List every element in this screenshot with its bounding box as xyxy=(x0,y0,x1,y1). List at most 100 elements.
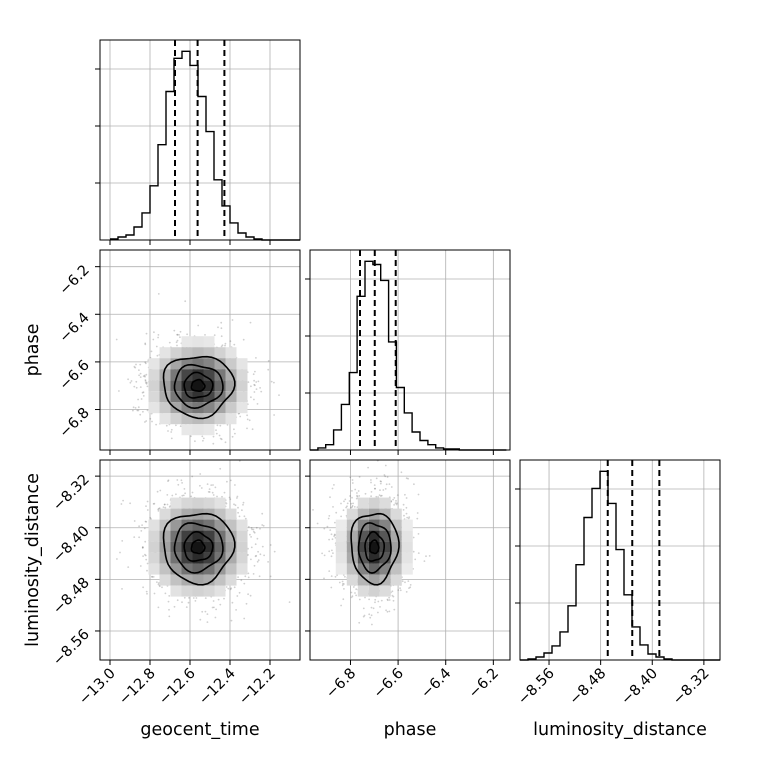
scatter-luminosity-distance-vs-geocent-time-sample-point xyxy=(181,482,184,484)
scatter-phase-vs-geocent-time-sample-point xyxy=(139,376,142,378)
scatter-luminosity-distance-vs-geocent-time-sample-point xyxy=(240,579,243,582)
scatter-luminosity-distance-vs-phase-sample-point xyxy=(352,502,354,505)
scatter-luminosity-distance-vs-geocent-time-density-cell xyxy=(203,574,215,586)
scatter-luminosity-distance-vs-phase-sample-point xyxy=(405,506,408,509)
scatter-luminosity-distance-vs-phase-sample-point xyxy=(348,500,351,502)
scatter-luminosity-distance-vs-geocent-time-sample-point xyxy=(146,592,148,595)
scatter-luminosity-distance-vs-geocent-time-sample-point xyxy=(235,609,238,611)
scatter-phase-vs-geocent-time-sample-point xyxy=(133,365,136,368)
scatter-luminosity-distance-vs-geocent-time-sample-point xyxy=(243,617,246,620)
scatter-luminosity-distance-vs-geocent-time-sample-point xyxy=(253,564,256,567)
scatter-luminosity-distance-vs-phase-density-cell xyxy=(335,552,347,564)
scatter-luminosity-distance-vs-geocent-time-density-cell xyxy=(203,552,215,564)
x-luminosity-distance-tick-label: −8.32 xyxy=(670,666,713,709)
scatter-phase-vs-geocent-time-sample-point xyxy=(234,432,236,435)
scatter-luminosity-distance-vs-geocent-time-sample-point xyxy=(256,537,259,540)
x-phase-tick-label: −6.4 xyxy=(418,666,454,702)
scatter-luminosity-distance-vs-phase-sample-point xyxy=(330,533,333,536)
scatter-luminosity-distance-vs-phase-sample-point xyxy=(346,502,349,505)
scatter-luminosity-distance-vs-geocent-time-sample-point xyxy=(168,506,171,508)
scatter-luminosity-distance-vs-geocent-time-sample-point xyxy=(166,503,169,506)
scatter-luminosity-distance-vs-geocent-time-sample-point xyxy=(199,473,202,475)
scatter-phase-vs-geocent-time-sample-point xyxy=(179,336,181,339)
scatter-luminosity-distance-vs-phase-sample-point xyxy=(342,583,344,585)
scatter-luminosity-distance-vs-geocent-time-sample-point xyxy=(212,600,215,602)
scatter-luminosity-distance-vs-phase-sample-point xyxy=(390,486,393,488)
scatter-phase-vs-geocent-time-sample-point xyxy=(144,362,147,365)
scatter-luminosity-distance-vs-phase-sample-point xyxy=(368,613,371,616)
scatter-phase-vs-geocent-time-density-cell xyxy=(236,358,248,370)
scatter-luminosity-distance-vs-geocent-time-sample-point xyxy=(146,569,148,572)
scatter-phase-vs-geocent-time-density-cell xyxy=(225,413,237,425)
scatter-luminosity-distance-vs-phase-density-cell xyxy=(401,552,413,564)
scatter-phase-vs-geocent-time-sample-point xyxy=(184,300,187,303)
scatter-phase-vs-geocent-time-density xyxy=(115,293,280,445)
scatter-phase-vs-geocent-time-sample-point xyxy=(226,423,229,426)
scatter-luminosity-distance-vs-geocent-time-sample-point xyxy=(163,503,166,506)
scatter-phase-vs-geocent-time-sample-point xyxy=(144,421,146,423)
x-phase-tick-label: −6.8 xyxy=(323,666,359,702)
scatter-luminosity-distance-vs-phase-sample-point xyxy=(375,477,378,480)
scatter-phase-vs-geocent-time-sample-point xyxy=(259,387,261,389)
scatter-luminosity-distance-vs-geocent-time-sample-point xyxy=(153,502,156,505)
scatter-luminosity-distance-vs-phase-density-cell xyxy=(357,574,369,586)
scatter-luminosity-distance-vs-geocent-time-density-cell xyxy=(148,552,160,564)
y-phase-tick-label: −6.6 xyxy=(57,357,93,393)
scatter-luminosity-distance-vs-geocent-time-density-cell xyxy=(159,508,171,520)
scatter-luminosity-distance-vs-geocent-time-sample-point xyxy=(237,576,240,578)
scatter-phase-vs-geocent-time-sample-point xyxy=(237,412,240,415)
scatter-phase-vs-geocent-time-sample-point xyxy=(139,363,142,366)
scatter-luminosity-distance-vs-phase-sample-point xyxy=(340,604,342,607)
scatter-luminosity-distance-vs-geocent-time-sample-point xyxy=(247,547,249,550)
scatter-phase-vs-geocent-time-sample-point xyxy=(137,406,140,409)
scatter-luminosity-distance-vs-geocent-time-sample-point xyxy=(152,576,155,578)
scatter-luminosity-distance-vs-phase-sample-point xyxy=(402,503,405,506)
scatter-phase-vs-geocent-time-sample-point xyxy=(179,330,182,333)
scatter-luminosity-distance-vs-phase-sample-point xyxy=(370,481,372,484)
scatter-luminosity-distance-vs-geocent-time-sample-point xyxy=(288,601,291,603)
scatter-luminosity-distance-vs-geocent-time-sample-point xyxy=(167,600,170,603)
scatter-luminosity-distance-vs-phase-sample-point xyxy=(351,490,353,492)
scatter-luminosity-distance-vs-phase-density-cell xyxy=(335,541,347,553)
scatter-luminosity-distance-vs-geocent-time-sample-point xyxy=(199,484,201,487)
x-axis-label-phase: phase xyxy=(384,720,437,740)
scatter-luminosity-distance-vs-phase-sample-point xyxy=(374,598,377,601)
scatter-luminosity-distance-vs-geocent-time-sample-point xyxy=(156,581,158,583)
scatter-luminosity-distance-vs-geocent-time-density-cell xyxy=(192,541,204,553)
scatter-luminosity-distance-vs-phase-sample-point xyxy=(338,581,341,584)
scatter-phase-vs-geocent-time-density-cell xyxy=(159,413,171,425)
scatter-phase-vs-geocent-time-sample-point xyxy=(150,350,153,353)
scatter-phase-vs-geocent-time-sample-point xyxy=(220,438,223,441)
x-luminosity-distance-tick-label: −8.56 xyxy=(515,666,558,709)
scatter-phase-vs-geocent-time-contour-line xyxy=(190,378,206,392)
scatter-luminosity-distance-vs-phase-density-cell xyxy=(401,519,413,531)
scatter-luminosity-distance-vs-phase-sample-point xyxy=(349,495,351,497)
scatter-luminosity-distance-vs-phase-sample-point xyxy=(343,500,345,503)
scatter-luminosity-distance-vs-phase-density-cell xyxy=(368,497,380,509)
scatter-luminosity-distance-vs-geocent-time-sample-point xyxy=(261,524,264,526)
scatter-luminosity-distance-vs-phase-sample-point xyxy=(370,606,373,609)
scatter-luminosity-distance-vs-geocent-time-sample-point xyxy=(208,488,211,490)
scatter-luminosity-distance-vs-geocent-time-sample-point xyxy=(229,588,232,591)
scatter-luminosity-distance-vs-phase-density-cell xyxy=(357,585,369,597)
scatter-luminosity-distance-vs-geocent-time-sample-point xyxy=(233,586,236,589)
scatter-luminosity-distance-vs-geocent-time-density-cell xyxy=(236,530,248,542)
scatter-luminosity-distance-vs-phase-sample-point xyxy=(328,515,331,517)
scatter-luminosity-distance-vs-geocent-time-sample-point xyxy=(119,551,121,554)
scatter-luminosity-distance-vs-phase-density-cell xyxy=(335,519,347,531)
scatter-phase-vs-geocent-time-sample-point xyxy=(152,338,155,341)
scatter-luminosity-distance-vs-phase-sample-point xyxy=(391,458,393,460)
scatter-luminosity-distance-vs-phase-sample-point xyxy=(388,483,391,485)
scatter-luminosity-distance-vs-phase-sample-point xyxy=(374,601,376,604)
scatter-phase-vs-geocent-time-contour-line xyxy=(162,355,236,420)
scatter-luminosity-distance-vs-phase-sample-point xyxy=(400,471,403,474)
scatter-phase-vs-geocent-time-sample-point xyxy=(201,435,204,438)
scatter-luminosity-distance-vs-phase-sample-point xyxy=(402,509,405,511)
scatter-luminosity-distance-vs-phase-sample-point xyxy=(391,590,394,593)
x-luminosity-distance-tick-label: −8.48 xyxy=(567,666,610,709)
scatter-phase-vs-geocent-time-sample-point xyxy=(231,435,234,438)
scatter-phase-vs-geocent-time-sample-point xyxy=(146,385,149,388)
scatter-luminosity-distance-vs-geocent-time-sample-point xyxy=(206,621,209,623)
scatter-phase-vs-geocent-time-sample-point xyxy=(202,439,204,442)
scatter-phase-vs-geocent-time-density-cell xyxy=(181,402,193,414)
